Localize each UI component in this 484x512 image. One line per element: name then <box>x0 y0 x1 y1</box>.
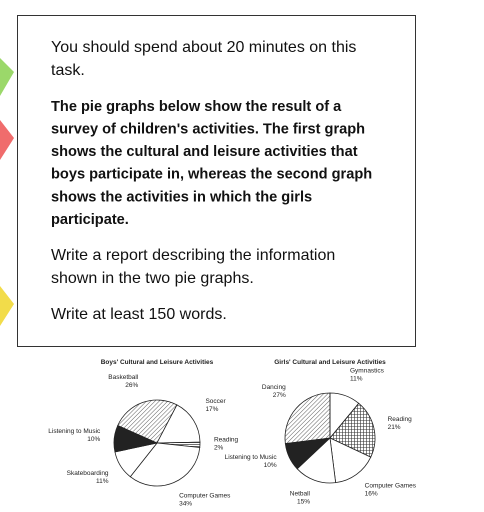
pie-slice <box>156 404 201 444</box>
side-marker <box>0 120 14 160</box>
paragraph-line: The pie graphs below show the result of … <box>51 99 342 115</box>
paragraph-line: survey of children's activities. The fir… <box>51 121 365 137</box>
slice-value-label: 11% <box>96 478 109 485</box>
pie-slice <box>329 437 372 484</box>
pie-slice <box>129 442 201 487</box>
paragraph-line: Write at least 150 words. <box>51 306 227 323</box>
slice-value-label: 26% <box>125 382 138 389</box>
paragraph-line: shown in the two pie graphs. <box>51 270 254 287</box>
slice-label: Dancing <box>262 384 286 391</box>
paragraph-line: Write a report describing the informatio… <box>51 247 335 264</box>
slice-value-label: 21% <box>388 424 401 431</box>
slice-value-label: 34% <box>179 501 192 508</box>
slice-label: Basketball <box>108 374 139 381</box>
slice-label: Computer Games <box>179 493 231 500</box>
slice-value-label: 16% <box>365 491 378 498</box>
slice-label: Gymnastics <box>350 367 385 374</box>
paragraph-line: task. <box>51 62 85 79</box>
slice-value-label: 10% <box>264 462 277 469</box>
pie-slice <box>329 402 376 458</box>
pie-slice <box>284 392 331 445</box>
slice-label: Listening to Music <box>225 454 278 461</box>
slice-label: Reading <box>214 436 239 443</box>
charts: Boys' Cultural and Leisure Activities Bas… <box>48 359 416 508</box>
slice-label: Reading <box>388 416 413 423</box>
slice-value-label: 17% <box>205 406 218 413</box>
side-marker <box>0 58 14 96</box>
chart-title: Boys' Cultural and Leisure Activities <box>101 359 214 366</box>
task-box <box>17 15 416 347</box>
slice-value-label: 15% <box>297 499 310 506</box>
slice-value-label: 27% <box>273 392 286 399</box>
slice-value-label: 11% <box>350 375 363 382</box>
slice-label: Netball <box>290 491 311 498</box>
slice-value-label: 10% <box>87 436 100 443</box>
paragraph-line: shows the activities in which the girls <box>51 189 312 205</box>
slice-value-label: 2% <box>214 444 224 451</box>
slice-label: Computer Games <box>365 483 417 490</box>
slice-label: Soccer <box>205 398 226 405</box>
pie-slice <box>113 424 159 453</box>
chart-title: Girls' Cultural and Leisure Activities <box>274 359 386 366</box>
pie-slice <box>117 399 178 444</box>
task-text: You should spend about 20 minutes on thi… <box>51 39 372 323</box>
paragraph-line: boys participate in, whereas the second … <box>51 167 372 183</box>
slice-label: Listening to Music <box>48 428 101 435</box>
paragraph-line: participate. <box>51 212 129 228</box>
slice-label: Skateboarding <box>67 470 109 477</box>
paragraph-line: shows the cultural and leisure activitie… <box>51 144 358 160</box>
side-marker <box>0 286 14 326</box>
paragraph-line: You should spend about 20 minutes on thi… <box>51 39 356 56</box>
